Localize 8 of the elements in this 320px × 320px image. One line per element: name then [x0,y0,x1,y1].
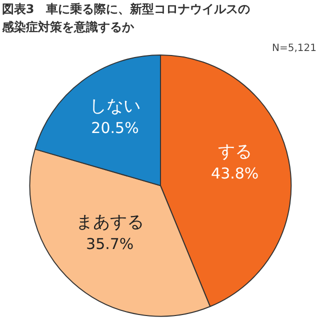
slice-label: する [218,142,252,162]
data-label: 35.7% [86,234,134,253]
slice-label: まあする [76,212,144,232]
text: N=5,121 [272,42,317,54]
data-label: 20.5% [91,118,139,137]
slice-label: しない [89,96,140,116]
chart-title: 図表3 車に乗る際に、新型コロナウイルスの感染症対策を意識するか [0,2,250,34]
data-label: 43.8% [211,164,259,182]
